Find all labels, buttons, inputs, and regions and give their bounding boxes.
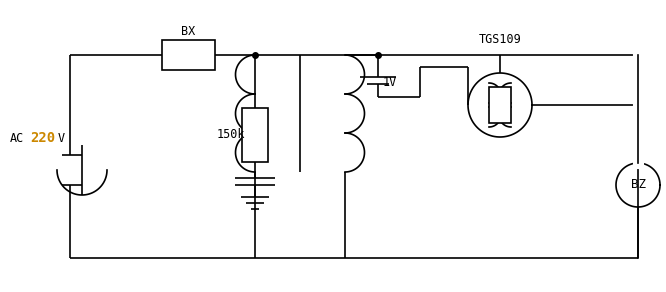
Text: 1V: 1V (383, 76, 397, 89)
Text: V: V (58, 131, 65, 145)
Text: 150k: 150k (217, 128, 246, 142)
Bar (489, 87, 511, 123)
Bar (162, 40, 215, 70)
Text: 220: 220 (30, 131, 55, 145)
Bar (242, 108, 268, 162)
Text: BZ: BZ (631, 178, 645, 192)
Text: TGS109: TGS109 (479, 33, 521, 46)
Text: BX: BX (181, 25, 196, 38)
Text: AC: AC (10, 131, 24, 145)
